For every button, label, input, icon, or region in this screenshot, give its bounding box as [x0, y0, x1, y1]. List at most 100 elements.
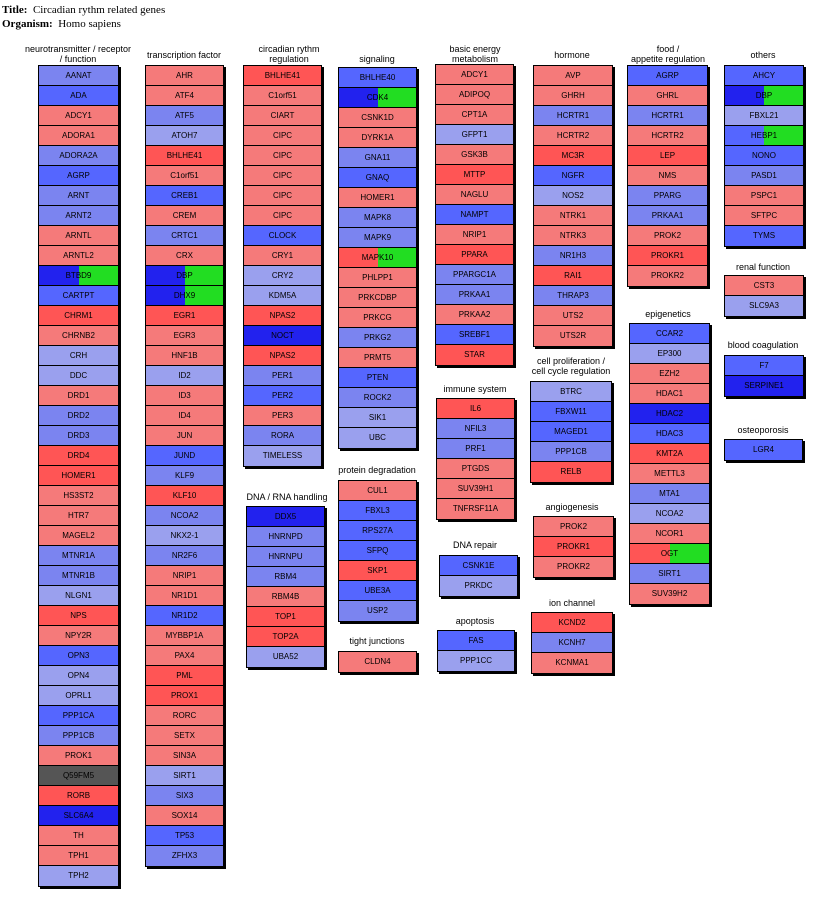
gene-cell[interactable]: HEBP1	[725, 126, 803, 146]
gene-cell[interactable]: ARNT	[39, 186, 118, 206]
gene-cell[interactable]: CRY2	[244, 266, 321, 286]
gene-cell[interactable]: HTR7	[39, 506, 118, 526]
gene-cell[interactable]: CRX	[146, 246, 223, 266]
gene-cell[interactable]: NAGLU	[436, 185, 513, 205]
gene-cell[interactable]: SKP1	[339, 561, 416, 581]
gene-cell[interactable]: MC3R	[534, 146, 612, 166]
gene-cell[interactable]: ARNTL2	[39, 246, 118, 266]
gene-cell[interactable]: CRH	[39, 346, 118, 366]
gene-cell[interactable]: CPT1A	[436, 105, 513, 125]
gene-cell[interactable]: FBXL3	[339, 501, 416, 521]
gene-cell[interactable]: F7	[725, 356, 803, 376]
gene-cell[interactable]: HDAC1	[630, 384, 709, 404]
gene-cell[interactable]: GNA11	[339, 148, 416, 168]
gene-cell[interactable]: UTS2R	[534, 326, 612, 346]
gene-cell[interactable]: Q59FM5	[39, 766, 118, 786]
gene-cell[interactable]: PAX4	[146, 646, 223, 666]
gene-cell[interactable]: C1orf51	[244, 86, 321, 106]
gene-cell[interactable]: PPP1CA	[39, 706, 118, 726]
gene-cell[interactable]: PRKAA1	[628, 206, 707, 226]
gene-cell[interactable]: CIPC	[244, 146, 321, 166]
gene-cell[interactable]: DRD4	[39, 446, 118, 466]
gene-cell[interactable]: AANAT	[39, 66, 118, 86]
gene-cell[interactable]: RPS27A	[339, 521, 416, 541]
gene-cell[interactable]: CIPC	[244, 166, 321, 186]
gene-cell[interactable]: TNFRSF11A	[437, 499, 514, 519]
gene-cell[interactable]: NGFR	[534, 166, 612, 186]
gene-cell[interactable]: DBP	[146, 266, 223, 286]
gene-cell[interactable]: NR1D1	[146, 586, 223, 606]
gene-cell[interactable]: KLF10	[146, 486, 223, 506]
gene-cell[interactable]: NCOA2	[630, 504, 709, 524]
gene-cell[interactable]: PPP1CB	[531, 442, 611, 462]
gene-cell[interactable]: KMT2A	[630, 444, 709, 464]
gene-cell[interactable]: C1orf51	[146, 166, 223, 186]
gene-cell[interactable]: SFPQ	[339, 541, 416, 561]
gene-cell[interactable]: EGR3	[146, 326, 223, 346]
gene-cell[interactable]: UTS2	[534, 306, 612, 326]
gene-cell[interactable]: ID4	[146, 406, 223, 426]
gene-cell[interactable]: CST3	[725, 276, 803, 296]
gene-cell[interactable]: NR2F6	[146, 546, 223, 566]
gene-cell[interactable]: SETX	[146, 726, 223, 746]
gene-cell[interactable]: FBXW11	[531, 402, 611, 422]
gene-cell[interactable]: DHX9	[146, 286, 223, 306]
gene-cell[interactable]: CDK4	[339, 88, 416, 108]
gene-cell[interactable]: THRAP3	[534, 286, 612, 306]
gene-cell[interactable]: OPN3	[39, 646, 118, 666]
gene-cell[interactable]: ADORA1	[39, 126, 118, 146]
gene-cell[interactable]: RAI1	[534, 266, 612, 286]
gene-cell[interactable]: CREM	[146, 206, 223, 226]
gene-cell[interactable]: LGR4	[725, 440, 802, 460]
gene-cell[interactable]: NKX2-1	[146, 526, 223, 546]
gene-cell[interactable]: ATOH7	[146, 126, 223, 146]
gene-cell[interactable]: GNAQ	[339, 168, 416, 188]
gene-cell[interactable]: PROK2	[628, 226, 707, 246]
gene-cell[interactable]: PTGDS	[437, 459, 514, 479]
gene-cell[interactable]: LEP	[628, 146, 707, 166]
gene-cell[interactable]: CSNK1D	[339, 108, 416, 128]
gene-cell[interactable]: OPN4	[39, 666, 118, 686]
gene-cell[interactable]: AHR	[146, 66, 223, 86]
gene-cell[interactable]: PPARG	[628, 186, 707, 206]
gene-cell[interactable]: HCRTR2	[534, 126, 612, 146]
gene-cell[interactable]: PASD1	[725, 166, 803, 186]
gene-cell[interactable]: AVP	[534, 66, 612, 86]
gene-cell[interactable]: PHLPP1	[339, 268, 416, 288]
gene-cell[interactable]: CLOCK	[244, 226, 321, 246]
gene-cell[interactable]: SLC6A4	[39, 806, 118, 826]
gene-cell[interactable]: ZFHX3	[146, 846, 223, 866]
gene-cell[interactable]: BHLHE40	[339, 68, 416, 88]
gene-cell[interactable]: TOP2A	[247, 627, 324, 647]
gene-cell[interactable]: SERPINE1	[725, 376, 803, 396]
gene-cell[interactable]: NRIP1	[146, 566, 223, 586]
gene-cell[interactable]: BTBD9	[39, 266, 118, 286]
gene-cell[interactable]: DBP	[725, 86, 803, 106]
gene-cell[interactable]: ID3	[146, 386, 223, 406]
gene-cell[interactable]: PER2	[244, 386, 321, 406]
gene-cell[interactable]: OGT	[630, 544, 709, 564]
gene-cell[interactable]: TYMS	[725, 226, 803, 246]
gene-cell[interactable]: KCNMA1	[532, 653, 612, 673]
gene-cell[interactable]: SIK1	[339, 408, 416, 428]
gene-cell[interactable]: OPRL1	[39, 686, 118, 706]
gene-cell[interactable]: PML	[146, 666, 223, 686]
gene-cell[interactable]: JUND	[146, 446, 223, 466]
gene-cell[interactable]: PROK1	[39, 746, 118, 766]
gene-cell[interactable]: TPH1	[39, 846, 118, 866]
gene-cell[interactable]: HS3ST2	[39, 486, 118, 506]
gene-cell[interactable]: HDAC2	[630, 404, 709, 424]
gene-cell[interactable]: PER1	[244, 366, 321, 386]
gene-cell[interactable]: PRKG2	[339, 328, 416, 348]
gene-cell[interactable]: ATF4	[146, 86, 223, 106]
gene-cell[interactable]: PRF1	[437, 439, 514, 459]
gene-cell[interactable]: MTTP	[436, 165, 513, 185]
gene-cell[interactable]: NPS	[39, 606, 118, 626]
gene-cell[interactable]: CIPC	[244, 186, 321, 206]
gene-cell[interactable]: NOCT	[244, 326, 321, 346]
gene-cell[interactable]: PROK2	[534, 517, 613, 537]
gene-cell[interactable]: MAGED1	[531, 422, 611, 442]
gene-cell[interactable]: PROKR2	[534, 557, 613, 577]
gene-cell[interactable]: EZH2	[630, 364, 709, 384]
gene-cell[interactable]: NPAS2	[244, 346, 321, 366]
